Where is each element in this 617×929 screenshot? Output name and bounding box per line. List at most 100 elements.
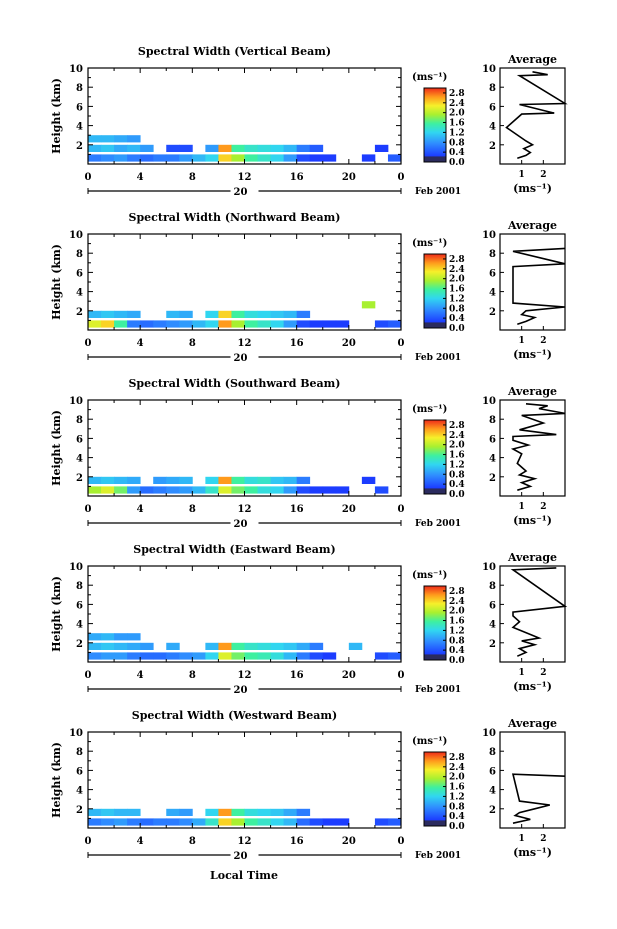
x-tick-label: 0 (85, 836, 92, 847)
heatmap-cell (127, 154, 141, 162)
heatmap-cell (205, 808, 219, 816)
heatmap-cell (231, 144, 245, 152)
x-tick-label: 0 (85, 504, 92, 515)
y-tick-label: 4 (76, 454, 83, 465)
x-tick-label: 0 (85, 670, 92, 681)
heatmap-cell (283, 154, 298, 162)
heatmap-cell (153, 154, 167, 162)
heatmap-cell (270, 818, 285, 826)
average-profile-line (510, 403, 566, 491)
colorbar-unit: (ms⁻¹) (412, 736, 447, 747)
y-tick-label: 6 (76, 434, 83, 445)
x-tick-label: 0 (398, 670, 405, 681)
colorbar-tick-label: 2.0 (449, 773, 465, 783)
average-title: Average (507, 717, 557, 730)
heatmap-cell (153, 476, 167, 484)
heatmap-cell (257, 320, 271, 328)
avg-y-tick-label: 10 (482, 230, 496, 241)
heatmap-cell (283, 642, 298, 650)
avg-x-tick-label: 2 (540, 170, 546, 180)
month-label: Feb 2001 (415, 519, 461, 529)
heatmap-cell (114, 310, 128, 318)
heatmap-cell (127, 310, 141, 318)
y-tick-label: 10 (69, 728, 83, 739)
heatmap-cell (270, 486, 285, 494)
heatmap-cell (296, 652, 311, 660)
avg-y-tick-label: 6 (489, 434, 496, 445)
avg-y-tick-label: 6 (489, 600, 496, 611)
colorbar-tick-label: 0.0 (449, 656, 465, 666)
average-profile-line (512, 247, 566, 325)
avg-x-tick-label: 1 (519, 502, 525, 512)
heatmap-cell (244, 652, 258, 660)
colorbar-tick-label: 0.0 (449, 324, 465, 334)
avg-y-tick-label: 10 (482, 728, 496, 739)
heatmap-cell (101, 320, 115, 328)
heatmap-cell (140, 320, 154, 328)
avg-y-tick-label: 2 (489, 639, 496, 650)
x-tick-label: 0 (85, 338, 92, 349)
x-tick-label: 8 (189, 670, 196, 681)
heatmap-cell (101, 642, 115, 650)
day-label-bg (230, 683, 259, 693)
heatmap-cell (218, 154, 232, 162)
colorbar-tick-label: 2.4 (449, 99, 465, 109)
heatmap-cell (205, 486, 219, 494)
heatmap-cell (114, 486, 128, 494)
colorbar-tick-label: 2.8 (449, 89, 465, 99)
colorbar-tick-label: 0.8 (449, 636, 465, 646)
average-frame (499, 399, 566, 497)
colorbar-tick-label: 1.6 (449, 617, 465, 627)
x-tick-label: 4 (137, 172, 144, 183)
x-tick-label: 4 (137, 670, 144, 681)
y-tick-label: 8 (76, 581, 83, 592)
heatmap-cell (88, 642, 102, 650)
y-tick-label: 6 (76, 102, 83, 113)
avg-y-tick-label: 10 (482, 64, 496, 75)
heatmap-cell (140, 818, 154, 826)
average-frame (499, 565, 566, 663)
heatmap-cell (257, 310, 271, 318)
heatmap-cell (166, 818, 180, 826)
colorbar-tick-label: 1.2 (449, 460, 465, 470)
heatmap-cell (127, 652, 141, 660)
average-xlabel: (ms⁻¹) (513, 348, 552, 361)
avg-y-tick-label: 6 (489, 766, 496, 777)
colorbar-tick-label: 0.4 (449, 148, 465, 158)
colorbar-tick-label: 2.4 (449, 763, 465, 773)
heatmap-cell (296, 818, 311, 826)
x-tick-label: 16 (290, 504, 304, 515)
heatmap-cell (166, 652, 180, 660)
panel-title: Spectral Width (Eastward Beam) (133, 543, 335, 556)
x-tick-label: 16 (290, 338, 304, 349)
average-frame (499, 233, 566, 331)
heatmap-cell (140, 144, 154, 152)
heatmap-cell (387, 154, 402, 162)
heatmap-cell (192, 320, 206, 328)
avg-y-tick-label: 2 (489, 141, 496, 152)
heatmap-cell (335, 320, 350, 328)
heatmap-cell (270, 652, 285, 660)
panel-title: Spectral Width (Northward Beam) (129, 211, 341, 224)
x-tick-label: 20 (342, 504, 356, 515)
heatmap-cell (179, 486, 193, 494)
colorbar-tick-label: 0.0 (449, 158, 465, 168)
heatmap-cell (127, 476, 141, 484)
avg-y-tick-label: 6 (489, 102, 496, 113)
heatmap-cell (192, 652, 206, 660)
heatmap-cell (231, 320, 245, 328)
avg-x-tick-label: 2 (540, 502, 546, 512)
heatmap-cell (114, 154, 128, 162)
heatmap-cell (140, 652, 154, 660)
heatmap-cell (322, 154, 337, 162)
x-tick-label: 4 (137, 338, 144, 349)
month-label: Feb 2001 (415, 187, 461, 197)
heatmap-cell (231, 652, 245, 660)
heatmap-cell (231, 486, 245, 494)
heatmap-cell (101, 652, 115, 660)
heatmap-cell (296, 642, 311, 650)
heatmap-cell (270, 476, 285, 484)
colorbar-tick-label: 2.8 (449, 255, 465, 265)
avg-x-tick-label: 2 (540, 668, 546, 678)
